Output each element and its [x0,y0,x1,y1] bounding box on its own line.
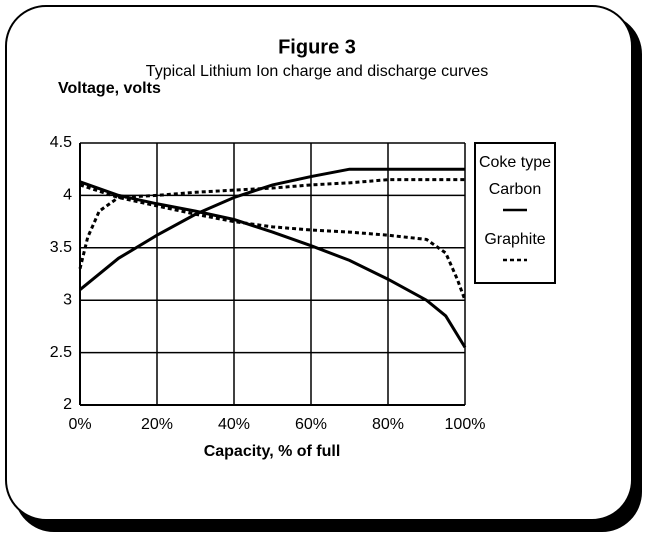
x-tick-label: 60% [295,416,327,433]
legend-label: Graphite [484,231,545,248]
y-axis-label: Voltage, volts [58,80,161,97]
legend-label: Carbon [489,181,541,198]
x-tick-label: 40% [218,416,250,433]
series-line [79,167,465,291]
x-tick-label: 0% [68,416,91,433]
x-tick-label: 100% [445,416,486,433]
legend-title: Coke type [479,154,551,171]
x-tick-label: 20% [141,416,173,433]
series-line [79,180,467,349]
series-line [79,183,467,301]
x-axis-label: Capacity, % of full [204,443,341,460]
chart-title: Figure 3 [278,36,356,58]
chart-subtitle: Typical Lithium Ion charge and discharge… [146,63,488,80]
y-tick-label: 4.5 [50,134,72,151]
x-tick-label: 80% [372,416,404,433]
y-tick-label: 3.5 [50,239,72,256]
y-tick-label: 4 [63,187,72,204]
frame [5,5,633,521]
y-tick-label: 3 [63,291,72,308]
y-tick-label: 2.5 [50,344,72,361]
legend-box [474,142,556,284]
y-tick-label: 2 [63,396,72,413]
